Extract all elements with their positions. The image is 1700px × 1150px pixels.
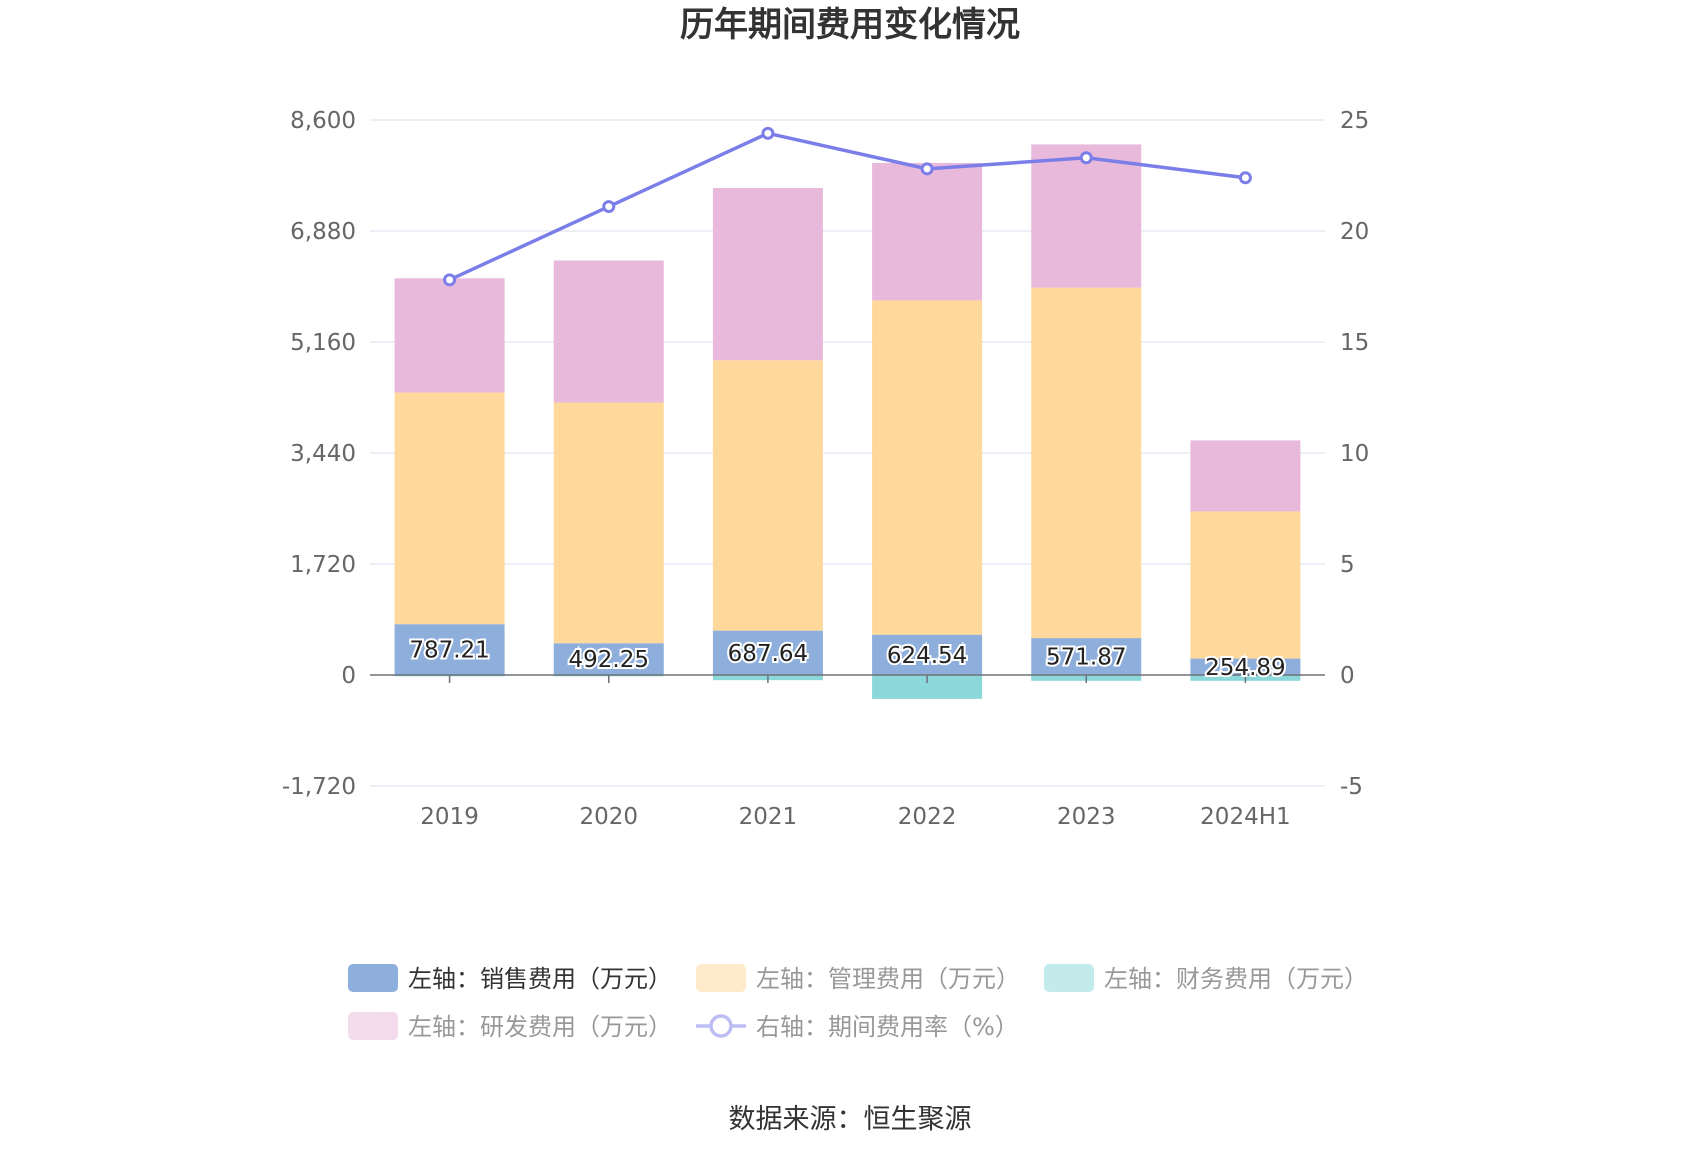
bar-segment-1 xyxy=(872,300,983,635)
right-tick-label: 10 xyxy=(1340,441,1369,467)
bar-segment-3 xyxy=(1190,440,1301,512)
x-tick-label: 2022 xyxy=(898,804,957,830)
left-tick-label: 1,720 xyxy=(290,552,356,578)
legend-swatch xyxy=(696,964,746,992)
left-tick-label: -1,720 xyxy=(282,774,356,800)
bar-segment-0 xyxy=(872,634,983,675)
rate-point xyxy=(1238,171,1252,185)
legend-label: 右轴：期间费用率（%） xyxy=(756,1013,1019,1041)
right-tick-label: -5 xyxy=(1340,774,1363,800)
rate-line xyxy=(443,126,1252,287)
bar-segment-1 xyxy=(1190,511,1301,659)
legend-label: 左轴：财务费用（万元） xyxy=(1104,965,1368,993)
x-tick-label: 2020 xyxy=(579,804,638,830)
source-note: 数据来源：恒生聚源 xyxy=(729,1104,972,1135)
bar-segment-0 xyxy=(1031,638,1142,675)
right-tick-label: 5 xyxy=(1340,552,1355,578)
bar-segment-0 xyxy=(1190,658,1301,675)
right-tick-label: 15 xyxy=(1340,330,1369,356)
rate-point xyxy=(761,126,775,140)
x-axis-ticks: 2019 2020 2021 2022 2023 2024H1 xyxy=(420,675,1291,830)
right-tick-label: 25 xyxy=(1340,108,1369,134)
sales-data-label: 787.21 xyxy=(409,638,489,664)
bar-segment-0 xyxy=(394,624,505,675)
rate-point xyxy=(443,273,457,287)
legend-swatch xyxy=(1044,964,1094,992)
legend-label: 左轴：销售费用（万元） xyxy=(408,965,672,993)
rate-point xyxy=(1079,151,1093,165)
left-tick-label: 5,160 xyxy=(290,330,356,356)
left-tick-label: 3,440 xyxy=(290,441,356,467)
left-tick-label: 8,600 xyxy=(290,108,356,134)
bars xyxy=(394,144,1301,699)
bar-segment-3 xyxy=(872,162,983,301)
bar-segment-0 xyxy=(553,643,664,675)
rate-point xyxy=(920,162,934,176)
rate-point xyxy=(602,200,616,214)
bar-segment-1 xyxy=(712,360,823,631)
legend-item-2[interactable]: 左轴：财务费用（万元） xyxy=(1044,964,1368,993)
legend-point-swatch xyxy=(709,1014,733,1038)
bar-segment-1 xyxy=(1031,287,1142,639)
chart-title: 历年期间费用变化情况 xyxy=(680,5,1020,45)
rate-line-path xyxy=(448,131,1246,282)
bar-segment-3 xyxy=(394,278,505,393)
legend-label: 左轴：研发费用（万元） xyxy=(408,1013,672,1041)
legend-swatch xyxy=(348,964,398,992)
sales-data-label: 492.25 xyxy=(569,647,649,673)
legend[interactable]: 左轴：销售费用（万元） 左轴：管理费用（万元） 左轴：财务费用（万元） 左轴：研发费用… xyxy=(348,964,1368,1041)
bar-segment-2 xyxy=(872,675,983,699)
left-tick-label: 6,880 xyxy=(290,219,356,245)
legend-label: 左轴：管理费用（万元） xyxy=(756,965,1020,993)
x-tick-label: 2024H1 xyxy=(1200,804,1290,830)
bar-segment-3 xyxy=(1031,144,1142,288)
grid xyxy=(370,119,1325,787)
legend-item-4[interactable]: 右轴：期间费用率（%） xyxy=(696,1013,1019,1041)
legend-item-1[interactable]: 左轴：管理费用（万元） xyxy=(696,964,1020,993)
data-labels: 787.21 492.25 687.64 624.54 571.87 254.89 xyxy=(407,636,1287,683)
sales-data-label: 624.54 xyxy=(887,643,967,669)
right-tick-label: 0 xyxy=(1340,663,1355,689)
right-tick-label: 20 xyxy=(1340,219,1369,245)
sales-data-label: 687.64 xyxy=(728,641,808,667)
bar-segment-1 xyxy=(553,402,664,644)
legend-item-3[interactable]: 左轴：研发费用（万元） xyxy=(348,1012,672,1041)
sales-data-label: 571.87 xyxy=(1046,645,1126,671)
sales-data-label: 254.89 xyxy=(1205,655,1285,681)
left-tick-label: 0 xyxy=(341,663,356,689)
bar-segment-0 xyxy=(712,630,823,675)
bar-segment-1 xyxy=(394,392,505,625)
bar-segment-3 xyxy=(712,187,823,361)
x-tick-label: 2019 xyxy=(420,804,479,830)
bar-segment-3 xyxy=(553,260,664,403)
x-tick-label: 2021 xyxy=(739,804,798,830)
right-axis-ticks: 25 20 15 10 5 0 -5 xyxy=(1340,108,1369,800)
legend-item-0[interactable]: 左轴：销售费用（万元） xyxy=(348,964,672,993)
legend-swatch xyxy=(348,1012,398,1040)
left-axis-ticks: 8,600 6,880 5,160 3,440 1,720 0 -1,720 xyxy=(282,108,356,800)
x-tick-label: 2023 xyxy=(1057,804,1116,830)
